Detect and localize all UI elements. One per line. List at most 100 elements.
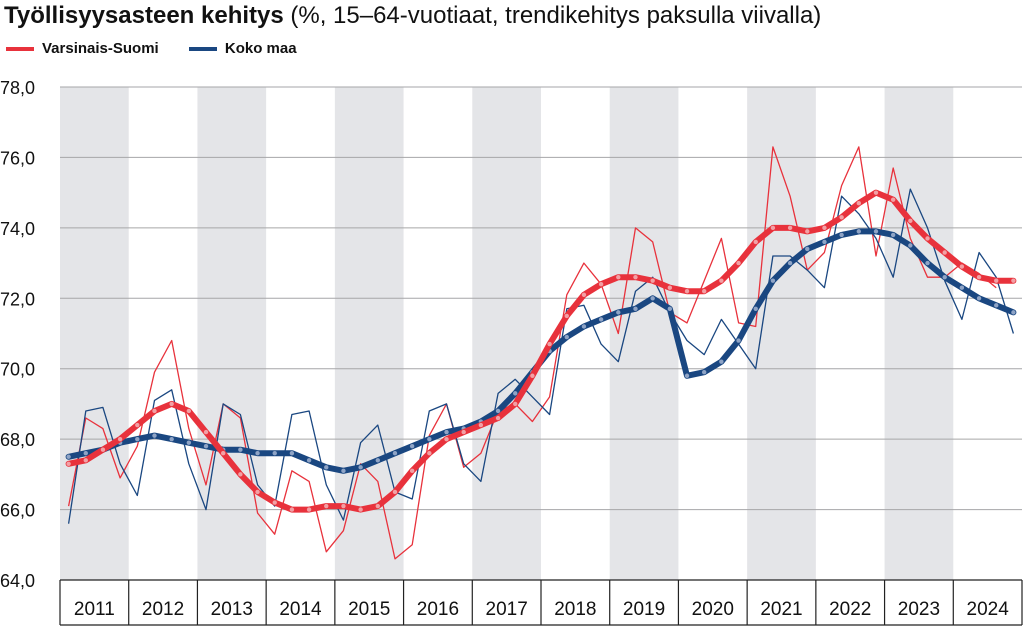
series-point-koko-maa-trend xyxy=(994,303,999,308)
chart-title-bold: Työllisyysasteen kehitys xyxy=(4,2,284,29)
series-point-koko-maa-trend xyxy=(719,359,724,364)
y-tick-label: 72,0 xyxy=(0,289,35,309)
series-point-varsinais-suomi-trend xyxy=(822,225,827,231)
year-band-2023 xyxy=(884,87,954,580)
series-point-varsinais-suomi-trend xyxy=(976,274,982,280)
series-point-koko-maa-trend xyxy=(289,451,295,456)
series-point-koko-maa-trend xyxy=(513,391,518,396)
x-tick-label: 2016 xyxy=(417,599,459,620)
y-tick-label: 70,0 xyxy=(0,360,35,380)
legend-label-koko-maa: Koko maa xyxy=(224,40,297,57)
series-point-koko-maa-trend xyxy=(186,440,192,445)
y-tick-label: 76,0 xyxy=(0,148,35,168)
series-line-varsinais-suomi-trend xyxy=(65,189,1017,513)
series-point-koko-maa-trend xyxy=(324,465,329,470)
series-point-varsinais-suomi-trend xyxy=(530,373,535,378)
series-point-varsinais-suomi-trend xyxy=(461,429,466,435)
series-point-varsinais-suomi-trend xyxy=(324,503,329,509)
series-point-varsinais-suomi-trend xyxy=(289,507,295,512)
series-point-koko-maa-trend xyxy=(701,370,707,375)
series-point-koko-maa-trend xyxy=(341,468,346,474)
series-point-koko-maa-trend xyxy=(564,334,569,340)
x-tick-label: 2011 xyxy=(74,599,115,620)
series-point-varsinais-suomi-trend xyxy=(925,236,930,241)
series-point-varsinais-suomi-trend xyxy=(942,250,947,255)
year-band-2017 xyxy=(472,87,541,580)
year-band-2021 xyxy=(747,87,816,580)
x-tick-label: 2024 xyxy=(967,599,1010,620)
series-point-varsinais-suomi-trend xyxy=(1011,278,1016,283)
series-point-varsinais-suomi-trend xyxy=(409,468,415,474)
series-point-varsinais-suomi-trend xyxy=(547,341,552,347)
series-point-koko-maa-trend xyxy=(169,436,174,442)
series-point-varsinais-suomi-trend xyxy=(255,489,260,495)
year-band-2011 xyxy=(60,87,129,580)
series-point-varsinais-suomi-trend xyxy=(444,436,449,442)
series-point-koko-maa-trend xyxy=(495,408,501,414)
series-point-varsinais-suomi-trend xyxy=(856,201,862,206)
y-tick-label: 74,0 xyxy=(0,219,35,239)
legend-item-koko-maa: Koko maa xyxy=(188,40,297,57)
series-point-varsinais-suomi-trend xyxy=(495,415,501,421)
x-tick-label: 2018 xyxy=(554,599,596,620)
series-point-koko-maa-trend xyxy=(753,306,758,312)
y-tick-label: 68,0 xyxy=(0,430,35,450)
series-point-koko-maa-trend xyxy=(375,458,381,463)
series-point-koko-maa-trend xyxy=(83,451,88,456)
x-tick-label: 2014 xyxy=(279,599,322,620)
series-point-varsinais-suomi-trend xyxy=(719,278,724,283)
y-tick-label: 64,0 xyxy=(0,571,35,591)
series-line-koko-maa-quarterly xyxy=(67,188,1015,524)
series-point-varsinais-suomi-trend xyxy=(616,274,621,280)
series-point-varsinais-suomi-trend xyxy=(135,422,140,428)
series-point-varsinais-suomi-trend xyxy=(839,215,844,220)
series-point-varsinais-suomi-trend xyxy=(564,313,569,319)
series-point-koko-maa-trend xyxy=(238,447,243,452)
legend-swatch-koko-maa xyxy=(188,47,217,52)
series-point-varsinais-suomi-trend xyxy=(736,260,741,266)
series-point-koko-maa-trend xyxy=(925,260,930,266)
series-point-varsinais-suomi-trend xyxy=(341,503,346,509)
series-point-koko-maa-trend xyxy=(787,260,793,266)
chart-title: Työllisyysasteen kehitys (%, 15–64-vuoti… xyxy=(4,2,821,30)
legend-item-varsinais-suomi: Varsinais-Suomi xyxy=(6,40,159,57)
series-point-varsinais-suomi-trend xyxy=(427,451,432,456)
series-point-koko-maa-trend xyxy=(873,229,879,234)
series-point-koko-maa-trend xyxy=(581,324,587,329)
x-tick-label: 2012 xyxy=(142,599,184,620)
chart-legend: Varsinais-Suomi Koko maa xyxy=(6,40,323,57)
series-point-koko-maa-trend xyxy=(272,451,277,456)
series-point-varsinais-suomi-trend xyxy=(598,282,604,287)
series-point-koko-maa-trend xyxy=(66,454,71,459)
series-point-varsinais-suomi-trend xyxy=(220,451,226,456)
series-point-koko-maa-trend xyxy=(822,239,827,245)
series-point-varsinais-suomi-trend xyxy=(478,422,484,428)
series-point-koko-maa-trend xyxy=(152,433,157,438)
series-point-koko-maa-trend xyxy=(650,296,655,301)
series-point-koko-maa-trend xyxy=(444,429,449,435)
series-point-koko-maa-trend xyxy=(856,229,862,234)
series-point-varsinais-suomi-trend xyxy=(272,500,277,505)
x-tick-label: 2022 xyxy=(829,599,871,620)
series-point-varsinais-suomi-trend xyxy=(890,197,896,202)
x-tick-label: 2021 xyxy=(760,599,802,620)
series-point-koko-maa-trend xyxy=(1011,310,1016,315)
x-tick-label: 2015 xyxy=(348,599,390,620)
series-point-varsinais-suomi-trend xyxy=(513,401,518,407)
series-point-koko-maa-trend xyxy=(839,232,844,238)
series-point-koko-maa-trend xyxy=(203,443,209,449)
series-point-varsinais-suomi-trend xyxy=(959,264,965,269)
series-point-varsinais-suomi-trend xyxy=(581,292,587,297)
series-point-koko-maa-trend xyxy=(409,443,415,449)
series-point-varsinais-suomi-trend xyxy=(873,190,879,195)
series-point-varsinais-suomi-trend xyxy=(169,401,174,407)
series-point-koko-maa-trend xyxy=(358,465,363,470)
series-point-koko-maa-trend xyxy=(959,285,965,290)
series-point-koko-maa-trend xyxy=(255,451,260,456)
series-point-varsinais-suomi-trend xyxy=(392,489,398,495)
x-tick-label: 2017 xyxy=(486,599,528,620)
series-point-varsinais-suomi-trend xyxy=(701,289,707,294)
series-point-varsinais-suomi-trend xyxy=(805,229,810,234)
series-point-koko-maa-trend xyxy=(805,246,810,252)
